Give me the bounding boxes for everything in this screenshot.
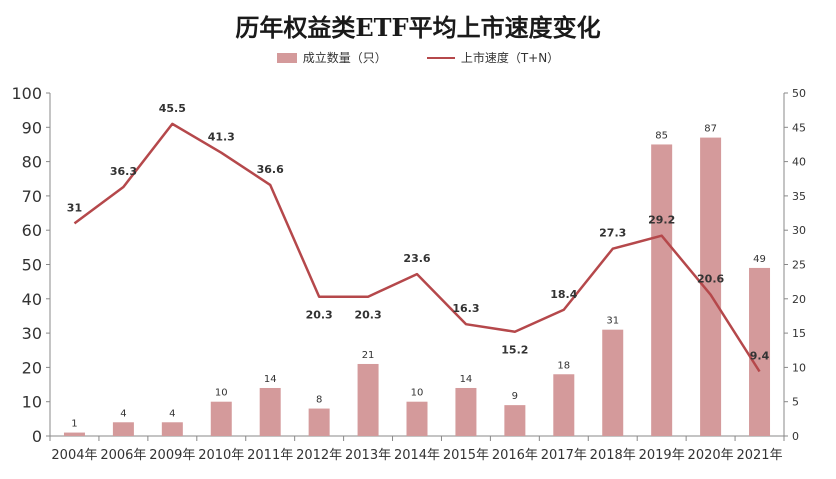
x-tick-label: 2020年 [688,448,734,463]
y-left-tick-label: 10 [22,393,42,412]
line-data-label: 41.3 [208,131,235,144]
legend-item-line: 上市速度（T+N） [426,49,560,66]
line-data-label: 15.2 [501,344,528,357]
x-tick-label: 2021年 [736,448,782,463]
bar [700,137,722,436]
line-data-label: 36.6 [257,163,284,176]
bar [553,374,575,436]
bar [602,329,624,436]
y-right-tick-label: 15 [792,327,806,340]
line-series [73,122,761,373]
x-tick-label: 2015年 [443,448,489,463]
legend-label-bar: 成立数量（只） [302,51,387,65]
bar-data-label: 1 [71,419,77,430]
bar-data-label: 14 [264,374,277,385]
legend-swatch-line [426,56,455,59]
y-left-tick-label: 60 [22,221,42,240]
x-tick-label: 2004年 [51,448,97,463]
y-right-tick-label: 0 [792,430,799,443]
y-right-tick-label: 30 [792,224,806,237]
line-data-label: 16.3 [452,302,479,315]
bar [210,401,232,436]
line-data-label: 23.6 [403,252,430,265]
x-tick-label: 2014年 [394,448,440,463]
legend-item-bar: 成立数量（只） [276,49,387,66]
bar-data-label: 10 [215,388,228,399]
x-tick-label: 2009年 [149,448,195,463]
bar [406,401,428,436]
legend-swatch-bar [276,52,297,63]
x-tick-label: 2006年 [100,448,146,463]
y-right-tick-label: 25 [792,259,806,272]
x-tick-label: 2010年 [198,448,244,463]
x-tick-label: 2018年 [590,448,636,463]
bar [112,422,134,436]
bar-data-label: 49 [753,254,766,265]
line-data-label: 31 [67,201,82,214]
bar-data-label: 10 [411,388,424,399]
bar-data-label: 21 [362,350,375,361]
line-data-label: 29.2 [648,214,675,227]
y-left-tick-label: 20 [22,358,42,377]
bar-data-label: 4 [120,408,126,419]
line-data-label: 20.6 [697,273,724,286]
y-right-tick-label: 10 [792,361,806,374]
bar [63,432,85,436]
line-data-label: 9.4 [750,350,770,363]
x-tick-label: 2013年 [345,448,391,463]
bar-data-label: 9 [512,391,518,402]
bar [504,405,526,436]
y-left-tick-label: 40 [22,290,42,309]
bar-data-label: 85 [655,130,668,141]
line-data-label: 45.5 [159,102,186,115]
bar [357,363,379,436]
y-right-tick-label: 40 [792,156,806,169]
legend-label-line: 上市速度（T+N） [460,51,560,65]
bar-data-label: 31 [606,316,619,327]
bar-data-label: 14 [460,374,473,385]
bar [455,387,477,436]
y-left-tick-label: 0 [32,427,42,446]
y-left-tick-label: 80 [22,153,42,172]
y-left-tick-label: 50 [22,256,42,275]
x-tick-label: 2012年 [296,448,342,463]
bar-data-label: 8 [316,395,322,406]
x-tick-label: 2011年 [247,448,293,463]
line-data-label: 27.3 [599,227,626,240]
y-left-tick-label: 100 [11,84,42,103]
chart-title: 历年权益类ETF平均上市速度变化 [235,13,601,42]
y-left-tick-label: 90 [22,118,42,137]
y-right-tick-label: 35 [792,190,806,203]
line-data-label: 36.3 [110,165,137,178]
bar-data-label: 4 [169,408,175,419]
bar [749,267,771,436]
bar-data-label: 87 [704,124,717,135]
line-data-label: 20.3 [354,309,381,322]
y-right-tick-label: 20 [792,293,806,306]
y-right-tick-label: 45 [792,121,806,134]
bar [161,422,183,436]
bar [308,408,330,436]
y-left-tick-label: 70 [22,187,42,206]
line-data-label: 18.4 [550,288,577,301]
line-data-label: 20.3 [306,309,333,322]
legend: 成立数量（只） 上市速度（T+N） [0,49,836,66]
y-right-tick-label: 5 [792,396,799,409]
x-tick-label: 2017年 [541,448,587,463]
y-right-tick-label: 50 [792,87,806,100]
x-tick-label: 2016年 [492,448,538,463]
bar [259,387,281,436]
x-tick-label: 2019年 [639,448,685,463]
y-left-tick-label: 30 [22,324,42,343]
bar-data-label: 18 [557,360,570,371]
bar [651,144,673,436]
